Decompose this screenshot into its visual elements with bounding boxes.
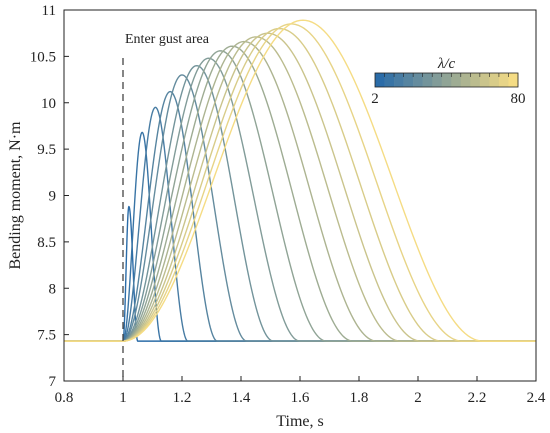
colorbar-cell xyxy=(413,73,423,87)
x-tick-label: 2 xyxy=(414,390,422,406)
y-axis-title: Bending moment, N·m xyxy=(7,121,24,270)
x-tick-label: 1.8 xyxy=(350,390,369,406)
colorbar-cell xyxy=(451,73,462,87)
x-tick-label: 1.2 xyxy=(173,390,192,406)
series-line xyxy=(64,57,536,342)
y-tick-label: 9 xyxy=(49,189,57,205)
colorbar-cell xyxy=(394,73,404,87)
y-axis: 7 7.5 8 8.5 9 9.5 10 10.5 11 xyxy=(30,3,69,390)
x-tick-label: 2.4 xyxy=(527,390,546,406)
series-line xyxy=(64,74,536,342)
series-line xyxy=(64,27,536,342)
colorbar-frame xyxy=(374,72,519,88)
series-line xyxy=(64,64,536,342)
colorbar-cell xyxy=(470,73,481,87)
colorbar-cell xyxy=(375,73,385,87)
y-tick-label: 8 xyxy=(49,281,57,297)
y-tick-label: 10 xyxy=(41,96,56,112)
colorbar-cell xyxy=(422,73,433,87)
x-tick-label: 2.2 xyxy=(468,390,487,406)
colorbar-cell xyxy=(479,73,490,87)
colorbar-cell xyxy=(460,73,471,87)
x-tick-label: 1.6 xyxy=(291,390,310,406)
y-tick-label: 7 xyxy=(49,374,57,390)
series-line xyxy=(64,23,536,342)
colorbar-max-label: 80 xyxy=(511,91,526,107)
colorbar-cell xyxy=(403,73,414,87)
y-tick-label: 7.5 xyxy=(37,328,56,344)
x-tick-label: 1 xyxy=(119,390,127,406)
y-tick-label: 8.5 xyxy=(37,235,56,251)
y-tick-label: 10.5 xyxy=(30,49,56,65)
y-tick-label: 11 xyxy=(42,3,56,19)
series-line xyxy=(64,45,536,342)
colorbar-cell xyxy=(441,73,452,87)
x-tick-label: 1.4 xyxy=(232,390,251,406)
colorbar-cell xyxy=(508,73,519,87)
gust-annotation: Enter gust area xyxy=(125,32,210,47)
colorbar-title: λ/c xyxy=(437,56,456,72)
series-line xyxy=(64,106,536,342)
colorbar: λ/c 2 80 xyxy=(371,56,525,107)
series-lines xyxy=(64,19,536,342)
colorbar-cell xyxy=(432,73,443,87)
series-line xyxy=(64,90,536,342)
colorbar-cell xyxy=(489,73,500,87)
series-line xyxy=(64,50,536,342)
y-tick-label: 9.5 xyxy=(37,142,56,158)
series-line xyxy=(64,40,536,342)
colorbar-cell xyxy=(384,73,395,87)
colorbar-cell xyxy=(498,73,509,87)
colorbar-cells xyxy=(375,73,519,87)
x-axis: 0.8 1 1.2 1.4 1.6 1.8 2 2.2 2.4 xyxy=(55,376,546,406)
series-line xyxy=(64,19,536,342)
x-tick-label: 0.8 xyxy=(55,390,74,406)
x-axis-title: Time, s xyxy=(276,413,323,430)
colorbar-min-label: 2 xyxy=(371,91,379,107)
series-line xyxy=(64,205,536,342)
